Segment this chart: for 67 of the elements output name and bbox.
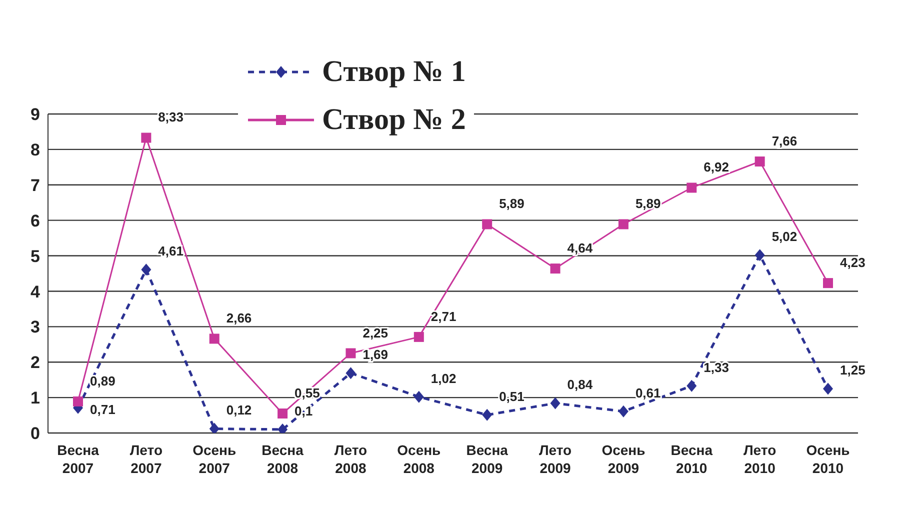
x-tick-label: Весна 2009 (466, 442, 508, 476)
x-tick-label: Лето 2007 (130, 442, 163, 476)
data-label: 0,84 (567, 377, 594, 392)
data-label: 1,25 (840, 362, 866, 378)
data-label: 2,71 (430, 308, 456, 324)
y-tick-label: 9 (30, 105, 40, 124)
point (550, 264, 560, 274)
data-label: 2,66 (226, 310, 252, 326)
y-tick-label: 6 (30, 211, 40, 230)
point (754, 249, 765, 262)
point (346, 367, 356, 380)
data-label: 0,1 (294, 403, 313, 418)
point (278, 408, 288, 419)
data-label: 0,61 (635, 385, 661, 400)
x-tick-label: Весна 2010 (670, 442, 713, 476)
data-label: 6,92 (704, 160, 729, 175)
data-label: 5,89 (635, 196, 661, 212)
data-label: 0,71 (90, 402, 116, 417)
data-label: 1,69 (362, 347, 388, 362)
point (482, 408, 492, 421)
x-tick-label: Осень 2010 (806, 442, 850, 476)
point (686, 182, 697, 193)
point (550, 397, 560, 410)
data-label: 0,12 (226, 402, 252, 418)
point (414, 390, 424, 403)
point (346, 348, 356, 358)
data-label: 4,61 (158, 244, 184, 259)
point (141, 132, 152, 143)
point (823, 382, 833, 395)
data-label: 1,02 (430, 370, 456, 386)
y-tick-label: 5 (30, 246, 40, 266)
y-tick-label: 4 (30, 282, 41, 302)
x-tick-label: Лето 2009 (538, 442, 572, 476)
data-label: 2,25 (362, 325, 388, 340)
y-tick-label: 3 (30, 318, 40, 337)
legend-label: Створ № 2 (322, 102, 466, 138)
data-label: 7,66 (772, 133, 798, 148)
x-tick-label: Весна 2007 (57, 442, 100, 476)
point (209, 334, 220, 344)
x-tick-label: Осень 2009 (602, 442, 646, 476)
y-tick-label: 1 (30, 388, 40, 408)
point (618, 405, 628, 418)
point (73, 396, 83, 406)
x-tick-label: Осень 2008 (397, 442, 442, 476)
data-label: 0,89 (90, 373, 116, 388)
data-label: 4,23 (840, 255, 866, 270)
x-tick-label: Весна 2008 (262, 442, 304, 476)
x-tick-label: Лето 2008 (334, 442, 368, 476)
data-label: 5,02 (772, 229, 798, 244)
point (754, 156, 765, 166)
point (823, 278, 833, 288)
point (618, 219, 628, 230)
point (482, 219, 492, 230)
point (209, 422, 220, 433)
point (686, 380, 697, 392)
y-tick-label: 7 (30, 176, 40, 195)
legend-label: Створ № 1 (322, 54, 466, 90)
data-label: 8,33 (158, 110, 184, 125)
x-tick-label: Лето 2010 (743, 442, 776, 476)
y-tick-label: 0 (30, 424, 40, 444)
point (414, 332, 424, 342)
point (141, 264, 152, 276)
x-tick-label: Осень 2007 (192, 442, 237, 476)
data-label: 5,89 (499, 196, 524, 212)
y-tick-label: 8 (30, 140, 40, 160)
y-tick-label: 2 (30, 353, 40, 372)
data-label: 1,33 (704, 360, 729, 375)
